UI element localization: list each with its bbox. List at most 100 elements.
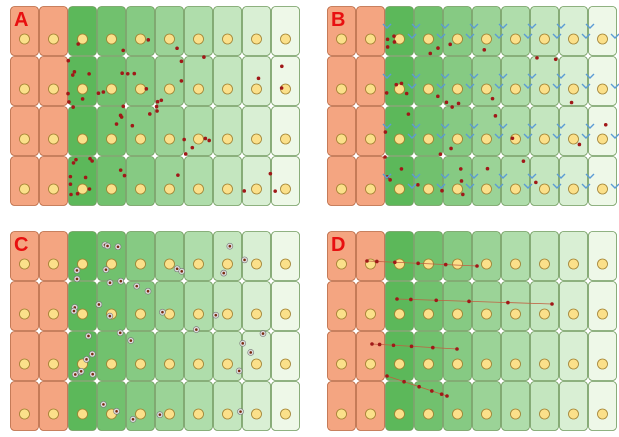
cell (155, 281, 184, 331)
nucleus (423, 83, 434, 95)
particle (249, 351, 253, 354)
panel-label: C (14, 234, 28, 256)
cell (414, 106, 443, 156)
particle (176, 173, 180, 177)
nucleus (280, 183, 291, 195)
nucleus (193, 358, 204, 370)
nucleus (481, 308, 492, 320)
cell (10, 231, 39, 281)
nucleus (597, 358, 608, 370)
arrow (581, 83, 591, 89)
particle (506, 300, 510, 305)
nucleus (251, 133, 262, 145)
cell (213, 381, 242, 431)
cell (472, 331, 501, 381)
arrow (585, 123, 595, 129)
cell (472, 106, 501, 156)
cell (327, 331, 356, 381)
cell (184, 106, 213, 156)
nucleus (135, 258, 146, 270)
nucleus (394, 258, 405, 270)
arrow (585, 23, 595, 29)
cell (184, 156, 213, 206)
nucleus (193, 408, 204, 420)
trajectory (366, 260, 478, 267)
cell (155, 381, 184, 431)
cell (501, 156, 530, 206)
nucleus (106, 258, 117, 270)
cell (97, 231, 126, 281)
particle (102, 403, 105, 406)
nucleus (568, 133, 579, 145)
nucleus (77, 408, 88, 420)
particle (436, 46, 440, 50)
nucleus (423, 33, 434, 45)
nucleus (77, 133, 88, 145)
particle (443, 262, 448, 267)
arrow (556, 73, 566, 79)
particle (450, 105, 454, 109)
panel-label: A (14, 9, 28, 31)
nucleus (394, 358, 405, 370)
nucleus (193, 183, 204, 195)
arrow (469, 73, 479, 79)
particle (118, 168, 123, 172)
cell (501, 6, 530, 56)
cell (126, 381, 155, 431)
cell (588, 106, 617, 156)
arrow (436, 183, 446, 189)
particle (135, 284, 139, 288)
cell (501, 281, 530, 331)
cell (414, 231, 443, 281)
nucleus (481, 33, 492, 45)
particle (385, 45, 390, 49)
nucleus (452, 308, 463, 320)
cell (184, 56, 213, 106)
cell (588, 331, 617, 381)
cell (39, 331, 68, 381)
cell (68, 331, 97, 381)
nucleus (222, 83, 233, 95)
particle (120, 71, 124, 76)
nucleus (539, 408, 550, 420)
cell (271, 156, 300, 206)
particle (76, 42, 80, 46)
nucleus (336, 308, 347, 320)
cell (97, 331, 126, 381)
nucleus (19, 83, 30, 95)
particle (383, 130, 388, 134)
cell (559, 6, 588, 56)
cell (213, 331, 242, 381)
cell (443, 381, 472, 431)
arrow (523, 183, 533, 189)
cell (385, 231, 414, 281)
nucleus (510, 408, 521, 420)
nucleus (106, 133, 117, 145)
cell (68, 56, 97, 106)
nucleus (336, 83, 347, 95)
nucleus (394, 183, 405, 195)
particle (148, 112, 152, 116)
particle (155, 109, 159, 113)
nucleus (251, 33, 262, 45)
cell (39, 106, 68, 156)
particle (75, 277, 79, 281)
cell (242, 156, 271, 206)
cell (271, 281, 300, 331)
nucleus (568, 358, 579, 370)
particle (393, 260, 397, 265)
cell (155, 156, 184, 206)
arrow (498, 173, 508, 179)
cell (443, 6, 472, 56)
cell (242, 106, 271, 156)
nucleus (597, 258, 608, 270)
nucleus (539, 258, 550, 270)
nucleus (365, 358, 376, 370)
nucleus (19, 133, 30, 145)
particle (444, 100, 449, 105)
arrow (523, 33, 533, 39)
arrow (494, 83, 504, 89)
cell (10, 56, 39, 106)
nucleus (48, 33, 59, 45)
particle (101, 90, 106, 94)
